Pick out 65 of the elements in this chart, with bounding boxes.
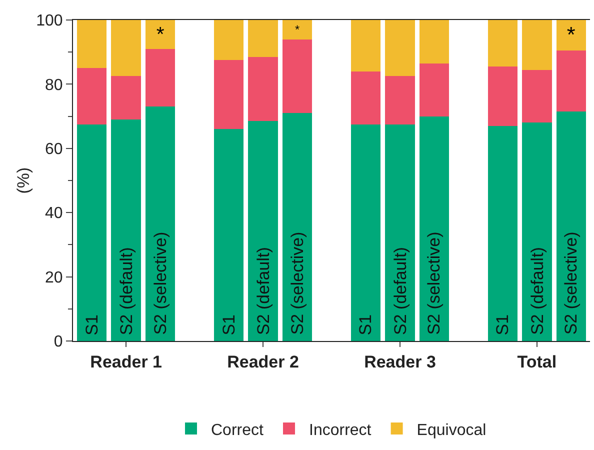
bar — [522, 122, 552, 341]
bar — [488, 20, 518, 67]
x-tick-label: S1 — [493, 314, 512, 336]
bar — [419, 116, 450, 341]
x-tick-label: S1 — [219, 314, 238, 336]
bar — [145, 20, 176, 49]
y-tick-label: 100 — [36, 12, 63, 30]
bar — [214, 60, 244, 130]
bar — [248, 56, 278, 122]
bar — [556, 50, 586, 112]
bar — [111, 120, 141, 341]
bar — [282, 113, 312, 341]
y-tick-label: 20 — [45, 269, 63, 286]
bar — [556, 20, 586, 50]
bar — [488, 126, 518, 341]
x-tick-label: S1 — [82, 314, 102, 336]
y-axis-title: (%) — [14, 167, 33, 194]
bar — [385, 20, 415, 76]
legend-label: Incorrect — [309, 422, 372, 439]
x-tick-label: S2 (selective) — [562, 232, 581, 335]
bar — [419, 20, 450, 64]
bar — [76, 124, 107, 341]
x-tick-label: S2 (default) — [254, 247, 274, 336]
x-tick-label: S2 (default) — [117, 247, 136, 336]
y-tick-label: 0 — [54, 334, 63, 351]
bar — [76, 68, 107, 124]
x-tick-label: S2 (default) — [528, 247, 547, 335]
bar — [214, 20, 244, 60]
x-tick-label: S2 (selective) — [288, 232, 307, 335]
text: Reader 2 — [227, 352, 299, 372]
legend-label: Correct — [211, 422, 264, 439]
bar — [111, 20, 141, 76]
x-tick-label: S2 (selective) — [150, 232, 170, 335]
bar — [350, 20, 381, 72]
bar — [145, 106, 176, 341]
bar — [248, 20, 278, 57]
bar — [76, 20, 107, 68]
bar — [385, 124, 415, 341]
bar — [282, 39, 312, 114]
bar — [111, 76, 141, 120]
y-tick-label: 60 — [45, 141, 63, 158]
y-tick-label: 80 — [45, 76, 63, 94]
bar — [385, 76, 415, 124]
bar — [488, 66, 518, 126]
data-label: * — [566, 22, 576, 48]
text: Reader 3 — [364, 352, 436, 372]
bar — [556, 111, 586, 341]
bar — [282, 20, 312, 40]
legend-label: Equivocal — [416, 422, 486, 439]
x-tick-label: S1 — [356, 314, 376, 336]
bar — [248, 121, 278, 341]
x-tick-label: S2 (default) — [390, 247, 410, 335]
bar — [522, 20, 552, 70]
text: Reader 1 — [90, 352, 162, 372]
bar — [350, 124, 381, 341]
bar — [214, 129, 244, 341]
bar — [419, 63, 450, 116]
bar — [145, 48, 176, 107]
text: Total — [517, 352, 557, 372]
bar — [350, 71, 381, 124]
y-tick-label: 40 — [45, 205, 63, 222]
bar — [522, 70, 552, 123]
data-label: * — [294, 23, 300, 36]
data-label: * — [156, 24, 164, 46]
x-tick-label: S2 (selective) — [424, 232, 444, 335]
